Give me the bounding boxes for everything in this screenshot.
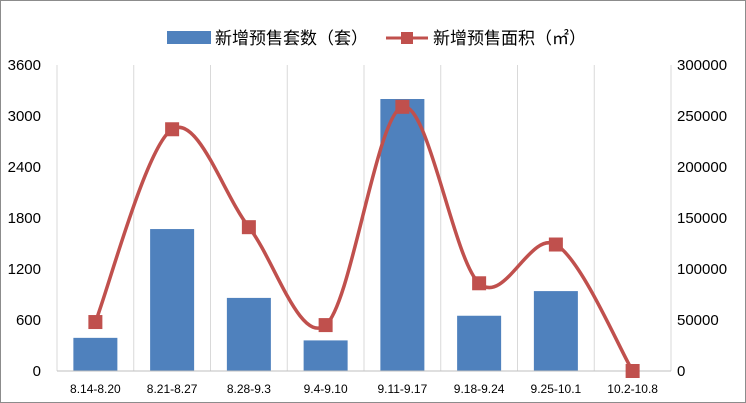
y-tick-left: 0 xyxy=(33,363,41,380)
bar xyxy=(533,291,578,371)
y-tick-left: 3000 xyxy=(8,108,41,125)
line-point xyxy=(548,237,563,252)
y-axis-right-ticks: 0 50000 100000 150000 200000 250000 300000 xyxy=(677,57,727,380)
line-point xyxy=(395,99,410,114)
bar xyxy=(226,297,271,371)
y-axis-left-ticks: 0 600 1200 1800 2400 3000 3600 xyxy=(8,57,41,380)
y-tick-left: 2400 xyxy=(8,159,41,176)
y-tick-left: 1800 xyxy=(8,210,41,227)
legend-bar-swatch xyxy=(167,31,211,44)
y-tick-right: 150000 xyxy=(677,210,727,227)
y-tick-right: 0 xyxy=(677,363,685,380)
x-tick-label: 8.21-8.27 xyxy=(147,382,198,396)
y-tick-left: 1200 xyxy=(8,261,41,278)
line-point xyxy=(472,276,487,291)
legend: 新增预售套数（套） 新增预售面积（㎡） xyxy=(167,29,586,49)
line-point xyxy=(165,122,180,137)
x-tick-label: 9.18-9.24 xyxy=(454,382,505,396)
x-tick-label: 8.28-9.3 xyxy=(227,382,271,396)
line-point xyxy=(88,315,103,330)
bar xyxy=(380,99,425,371)
x-tick-label: 9.4-9.10 xyxy=(304,382,348,396)
legend-line-marker xyxy=(401,32,413,44)
y-tick-right: 200000 xyxy=(677,159,727,176)
line-point xyxy=(318,318,333,333)
y-tick-left: 600 xyxy=(16,312,41,329)
x-tick-label: 9.11-9.17 xyxy=(377,382,427,396)
line-point xyxy=(625,364,640,378)
line-point xyxy=(241,220,256,235)
y-tick-right: 250000 xyxy=(677,108,727,125)
x-tick-label: 10.2-10.8 xyxy=(607,382,658,396)
x-tick-label: 9.25-10.1 xyxy=(531,382,582,396)
legend-bar-label: 新增预售套数（套） xyxy=(215,29,368,49)
bar xyxy=(150,229,195,371)
y-tick-right: 100000 xyxy=(677,261,727,278)
x-tick-label: 8.14-8.20 xyxy=(70,382,121,396)
y-tick-right: 50000 xyxy=(677,312,719,329)
legend-line-label: 新增预售面积（㎡） xyxy=(433,29,586,49)
bar xyxy=(303,340,348,371)
bar xyxy=(457,315,502,371)
line-series xyxy=(88,99,640,378)
y-tick-left: 3600 xyxy=(8,57,41,74)
x-axis-ticks: 8.14-8.20 8.21-8.27 8.28-9.3 9.4-9.10 9.11-9… xyxy=(70,382,658,396)
y-tick-right: 300000 xyxy=(677,57,727,74)
bar xyxy=(73,337,118,371)
bar-series xyxy=(73,99,578,371)
